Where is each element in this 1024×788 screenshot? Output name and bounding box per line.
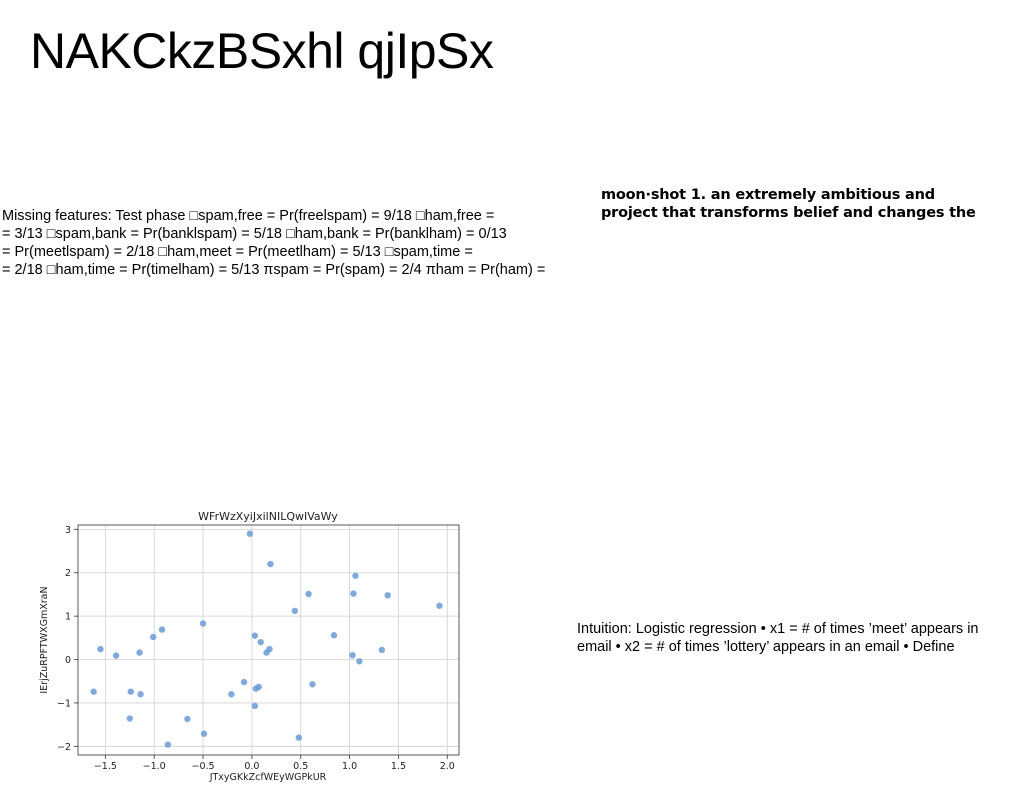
body-line: Missing features: Test phase □spam,free … bbox=[2, 208, 495, 224]
scatter-point bbox=[263, 649, 270, 656]
scatter-point bbox=[436, 602, 443, 609]
scatter-point bbox=[90, 688, 97, 695]
plot-frame bbox=[77, 524, 460, 756]
chart-points bbox=[90, 530, 443, 748]
y-tick-label: 3 bbox=[65, 525, 71, 536]
scatter-point bbox=[309, 681, 316, 688]
body-line: = 3/13 □spam,bank = Pr(banklspam) = 5/18… bbox=[2, 226, 507, 242]
scatter-point bbox=[97, 645, 104, 653]
x-tick-label: −1.5 bbox=[94, 761, 117, 772]
definition-line: moon·shot 1. an extremely ambitious and bbox=[601, 187, 935, 203]
x-tick-label: 1.5 bbox=[391, 761, 406, 772]
x-tick-label: −0.5 bbox=[192, 761, 215, 772]
scatter-point bbox=[330, 632, 338, 639]
scatter-point bbox=[356, 658, 363, 665]
scatter-point bbox=[158, 626, 166, 633]
x-axis-label: JTxyGKkZcfWEyWGPkUR bbox=[209, 772, 327, 783]
scatter-point bbox=[291, 607, 299, 615]
scatter-point bbox=[349, 651, 356, 659]
scatter-point bbox=[126, 715, 133, 722]
body-text-block: Missing features: Test phase □spam,free … bbox=[2, 207, 602, 279]
chart-ticks: −1.5 −1.0 −0.5 0.0 0.5 1.0 1.5 2.0 −2 −1 0 1 2 3 bbox=[57, 525, 455, 772]
scatter-point bbox=[350, 590, 357, 597]
scatter-point bbox=[305, 590, 312, 598]
scatter-point bbox=[164, 741, 172, 748]
definition-line: project that transforms belief and chang… bbox=[601, 205, 976, 221]
body-line: = 2/18 □ham,time = Pr(timelham) = 5/13 π… bbox=[2, 262, 546, 278]
scatter-point bbox=[228, 691, 235, 698]
scatter-point bbox=[112, 652, 120, 659]
intuition-text-block: Intuition: Logistic regression • x1 = # … bbox=[577, 620, 1022, 656]
scatter-point bbox=[267, 560, 274, 568]
y-tick-label: 0 bbox=[65, 655, 71, 666]
x-tick-label: 1.0 bbox=[342, 761, 357, 772]
scatter-point bbox=[240, 678, 248, 686]
y-tick-label: −1 bbox=[57, 698, 71, 709]
scatter-point bbox=[295, 734, 302, 741]
x-tick-label: 0.0 bbox=[244, 761, 259, 772]
intuition-line: email • x2 = # of times ’lottery’ appear… bbox=[577, 639, 955, 655]
scatter-point bbox=[136, 649, 143, 656]
scatter-point bbox=[251, 702, 259, 710]
y-tick-label: 1 bbox=[65, 612, 71, 623]
body-line: = Pr(meetlspam) = 2/18 □ham,meet = Pr(me… bbox=[2, 244, 473, 260]
x-tick-label: 0.5 bbox=[293, 761, 308, 772]
x-tick-label: 2.0 bbox=[440, 761, 455, 772]
scatter-point bbox=[251, 632, 259, 639]
intuition-line: Intuition: Logistic regression • x1 = # … bbox=[577, 621, 979, 637]
definition-text-block: moon·shot 1. an extremely ambitious and … bbox=[601, 186, 1021, 222]
scatter-point bbox=[257, 638, 264, 646]
scatter-point bbox=[200, 730, 208, 737]
y-tick-label: −2 bbox=[57, 742, 71, 753]
scatter-point bbox=[252, 685, 259, 692]
scatter-point bbox=[184, 715, 191, 723]
scatter-point bbox=[246, 530, 254, 537]
scatter-point bbox=[150, 633, 157, 641]
scatter-point bbox=[384, 592, 391, 599]
scatter-point bbox=[378, 646, 386, 654]
scatter-point bbox=[127, 688, 134, 695]
x-tick-label: −1.0 bbox=[143, 761, 166, 772]
y-axis-label: IErjZuRPFTWXGmXraN bbox=[39, 586, 50, 693]
slide-title: NAKCkzBSxhl qjIpSx bbox=[30, 23, 494, 79]
scatter-point bbox=[352, 572, 359, 579]
chart-grid bbox=[78, 525, 459, 755]
scatter-chart: WFrWzXyiJxilNILQwIVaWy −1.5 −1.0 −0.5 0.0 0.… bbox=[39, 510, 460, 783]
scatter-point bbox=[137, 691, 144, 698]
scatter-point bbox=[199, 620, 207, 627]
chart-title: WFrWzXyiJxilNILQwIVaWy bbox=[198, 510, 338, 523]
y-tick-label: 2 bbox=[65, 568, 71, 579]
